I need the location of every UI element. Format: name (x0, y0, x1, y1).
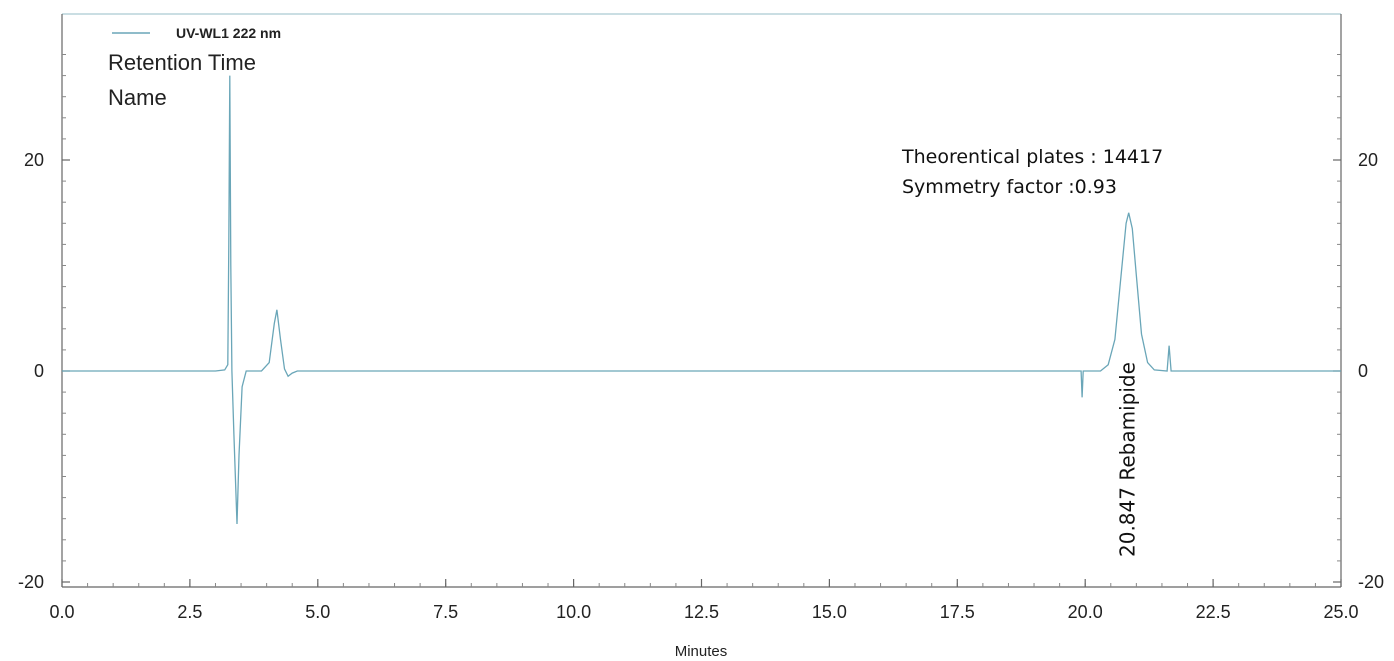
x-tick-label: 17.5 (940, 602, 975, 622)
header-retention-time: Retention Time (108, 50, 256, 75)
x-tick-label: 5.0 (305, 602, 330, 622)
x-tick-label: 15.0 (812, 602, 847, 622)
x-tick-label: 7.5 (433, 602, 458, 622)
x-tick-label: 12.5 (684, 602, 719, 622)
y-tick-label-right: 20 (1358, 150, 1378, 170)
minor-ticks (62, 55, 1341, 588)
x-tick-label: 2.5 (177, 602, 202, 622)
series-line-uv-wl1 (62, 76, 1341, 524)
symmetry-factor-label: Symmetry factor :0.93 (902, 176, 1117, 198)
theoretical-plates-label: Theorentical plates : 14417 (901, 146, 1163, 168)
header-name: Name (108, 85, 167, 110)
x-tick-label: 20.0 (1068, 602, 1103, 622)
x-axis-title: Minutes (675, 643, 728, 660)
y-tick-label-left: 0 (34, 361, 44, 381)
y-tick-label-right: -20 (1358, 572, 1384, 592)
peak-label-rebamipide: 20.847 Rebamipide (1116, 362, 1140, 557)
y-tick-label-right: 0 (1358, 361, 1368, 381)
legend-label: UV-WL1 222 nm (176, 25, 281, 41)
x-tick-label: 0.0 (49, 602, 74, 622)
y-tick-label-left: -20 (18, 572, 44, 592)
x-tick-label: 10.0 (556, 602, 591, 622)
y-tick-label-left: 20 (24, 150, 44, 170)
x-tick-label: 22.5 (1196, 602, 1231, 622)
x-tick-label: 25.0 (1323, 602, 1358, 622)
